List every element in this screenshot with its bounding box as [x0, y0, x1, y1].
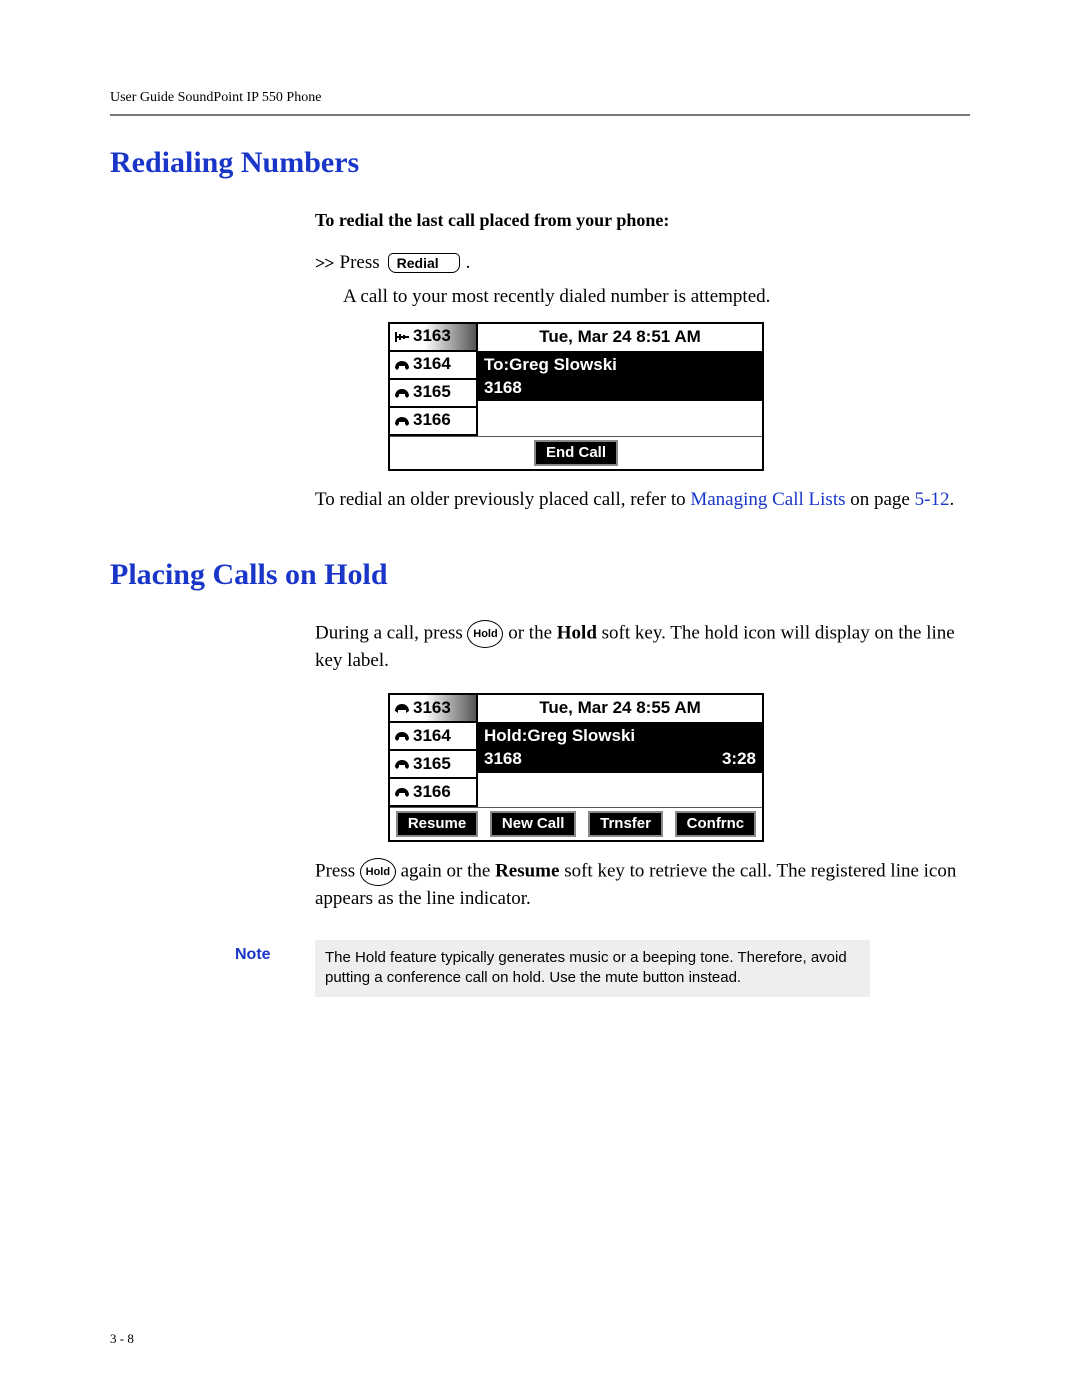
line-key-1-hold: 3163	[390, 695, 478, 723]
call-info-box: To:Greg Slowski 3168	[478, 352, 762, 402]
redial-key: Redial	[388, 253, 460, 273]
resume-text-2b: again or the	[401, 861, 495, 882]
hold-key-icon-2: Hold	[360, 858, 396, 886]
section-heading-hold: Placing Calls on Hold	[110, 558, 970, 592]
redial-result-text: A call to your most recently dialed numb…	[343, 284, 970, 310]
line-icon	[394, 414, 410, 428]
resume-bold: Resume	[495, 861, 559, 882]
sentence-period: .	[466, 250, 471, 276]
section2-body: During a call, press Hold or the Hold so…	[315, 620, 970, 912]
line-icon	[394, 757, 410, 771]
line-icon	[394, 729, 410, 743]
hold-text-1b: or the	[508, 623, 557, 644]
screen1-datetime: Tue, Mar 24 8:51 AM	[478, 324, 762, 352]
line-icon	[394, 785, 410, 799]
line-key-3: 3165	[390, 380, 478, 408]
running-header: User Guide SoundPoint IP 550 Phone	[110, 90, 970, 106]
page-number: 3 - 8	[110, 1331, 134, 1347]
line-icon	[394, 330, 410, 344]
line-key-2: 3164	[390, 352, 478, 380]
link-managing-call-lists[interactable]: Managing Call Lists	[690, 489, 845, 510]
call-to-label: To:Greg Slowski	[484, 354, 756, 377]
step-arrows-icon: >>	[315, 251, 334, 275]
phone-screen-redial: 3163 Tue, Mar 24 8:51 AM 3164 3165 3166 …	[388, 322, 764, 471]
softkey-trnsfer: Trnsfer	[588, 811, 663, 837]
section1-body: To redial the last call placed from your…	[315, 208, 970, 512]
line-key-1: 3163	[390, 324, 478, 352]
refer-mid: on page	[846, 489, 915, 510]
screen2-datetime: Tue, Mar 24 8:55 AM	[478, 695, 762, 723]
page: User Guide SoundPoint IP 550 Phone Redia…	[0, 0, 1080, 1397]
softkey-bar-2: Resume New Call Trnsfer Confrnc	[390, 807, 762, 840]
line-icon	[394, 358, 410, 372]
redial-refer-text: To redial an older previously placed cal…	[315, 487, 970, 513]
resume-text-2a: Press	[315, 861, 360, 882]
call-info-box-hold: Hold:Greg Slowski 3168 3:28	[478, 723, 762, 773]
softkey-new-call: New Call	[490, 811, 577, 837]
call-number: 3168	[484, 377, 756, 400]
refer-prefix: To redial an older previously placed cal…	[315, 489, 690, 510]
line-key-3-b: 3165	[390, 751, 478, 779]
header-rule	[110, 114, 970, 116]
line-key-2-b: 3164	[390, 723, 478, 751]
line-number: 3166	[413, 781, 451, 804]
line-number: 3164	[413, 725, 451, 748]
section-heading-redialing: Redialing Numbers	[110, 146, 970, 180]
line-number: 3165	[413, 381, 451, 404]
line-icon	[394, 701, 410, 715]
line-key-4: 3166	[390, 408, 478, 436]
hold-text-1a: During a call, press	[315, 623, 467, 644]
call-hold-label: Hold:Greg Slowski	[484, 725, 756, 748]
note-text: The Hold feature typically generates mus…	[315, 940, 870, 997]
line-number: 3165	[413, 753, 451, 776]
note-block: Note The Hold feature typically generate…	[235, 940, 970, 997]
refer-end: .	[949, 489, 954, 510]
section1-subhead: To redial the last call placed from your…	[315, 208, 970, 232]
line-number: 3163	[413, 697, 451, 720]
line-icon	[394, 386, 410, 400]
call-timer: 3:28	[722, 748, 756, 771]
softkey-bar-1: End Call	[390, 436, 762, 469]
call-number-hold: 3168	[484, 748, 522, 771]
note-label: Note	[235, 940, 315, 964]
link-page-5-12[interactable]: 5-12	[915, 489, 950, 510]
softkey-confrnc: Confrnc	[675, 811, 757, 837]
line-key-4-b: 3166	[390, 779, 478, 807]
hold-key-icon: Hold	[467, 620, 503, 648]
phone-screen-hold: 3163 Tue, Mar 24 8:55 AM 3164 3165 3166 …	[388, 693, 764, 842]
softkey-resume: Resume	[396, 811, 478, 837]
hold-bold: Hold	[557, 623, 597, 644]
line-number: 3164	[413, 353, 451, 376]
softkey-end-call: End Call	[534, 440, 618, 466]
line-number: 3163	[413, 325, 451, 348]
line-number: 3166	[413, 409, 451, 432]
press-label: Press	[340, 250, 380, 276]
